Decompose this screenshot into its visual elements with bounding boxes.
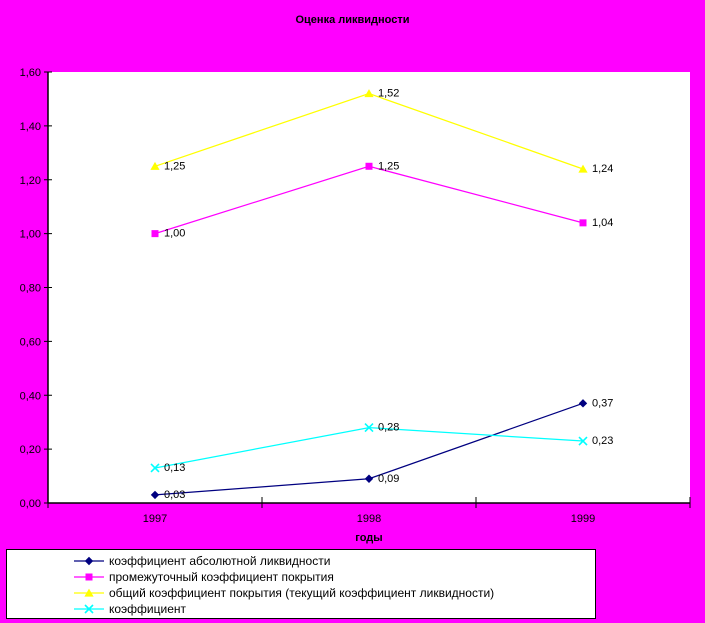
data-point-label: 1,25 <box>164 160 185 172</box>
data-point-label: 1,04 <box>592 217 613 229</box>
data-point-marker <box>579 219 587 227</box>
y-tick-label: 0,40 <box>20 390 41 402</box>
legend-label: общий коэффициент покрытия (текущий коэф… <box>109 586 494 600</box>
legend-box <box>6 549 596 619</box>
legend-label: коэффициент абсолютной ликвидности <box>109 554 330 568</box>
data-point-marker <box>364 423 374 433</box>
data-point-marker <box>150 463 160 473</box>
y-tick-label: 1,60 <box>20 67 41 79</box>
data-point-marker <box>578 164 588 173</box>
data-point-label: 1,52 <box>378 88 399 100</box>
data-point-marker <box>364 89 374 98</box>
x-tick-label: 1999 <box>571 513 595 525</box>
y-tick-label: 1,20 <box>20 175 41 187</box>
data-point-label: 1,25 <box>378 160 399 172</box>
data-point-marker <box>150 490 160 500</box>
plot-area-background <box>48 72 690 503</box>
legend-key-marker <box>84 604 94 614</box>
legend-key-marker <box>84 556 94 566</box>
data-point-marker <box>151 230 159 238</box>
data-point-marker <box>364 474 374 483</box>
x-tick-label: 1998 <box>357 513 381 525</box>
legend-label: промежуточный коэффициент покрытия <box>109 570 334 584</box>
y-tick-label: 0,60 <box>20 336 41 348</box>
y-tick-label: 0,80 <box>20 283 41 295</box>
x-tick-label: 1997 <box>143 513 167 525</box>
data-point-label: 0,37 <box>592 397 613 409</box>
x-axis-title: годы <box>355 532 383 544</box>
data-point-marker <box>150 161 160 170</box>
y-tick-label: 0,00 <box>20 498 41 510</box>
data-point-label: 1,00 <box>164 228 185 240</box>
data-point-label: 0,28 <box>378 422 399 434</box>
chart-title: Оценка ликвидности <box>295 14 410 26</box>
y-tick-label: 1,40 <box>20 121 41 133</box>
data-point-label: 0,09 <box>378 473 399 485</box>
y-tick-label: 1,00 <box>20 229 41 241</box>
data-point-marker <box>578 436 588 446</box>
data-point-label: 0,03 <box>164 489 185 501</box>
data-point-label: 0,23 <box>592 435 613 447</box>
data-point-marker <box>365 162 373 170</box>
y-tick-label: 0,20 <box>20 444 41 456</box>
legend-label: коэффициент <box>109 602 187 616</box>
data-point-marker <box>578 399 588 408</box>
data-point-label: 1,24 <box>592 163 613 175</box>
legend-key-marker <box>84 588 94 597</box>
data-point-label: 0,13 <box>164 462 185 474</box>
legend-key-marker <box>85 573 93 581</box>
